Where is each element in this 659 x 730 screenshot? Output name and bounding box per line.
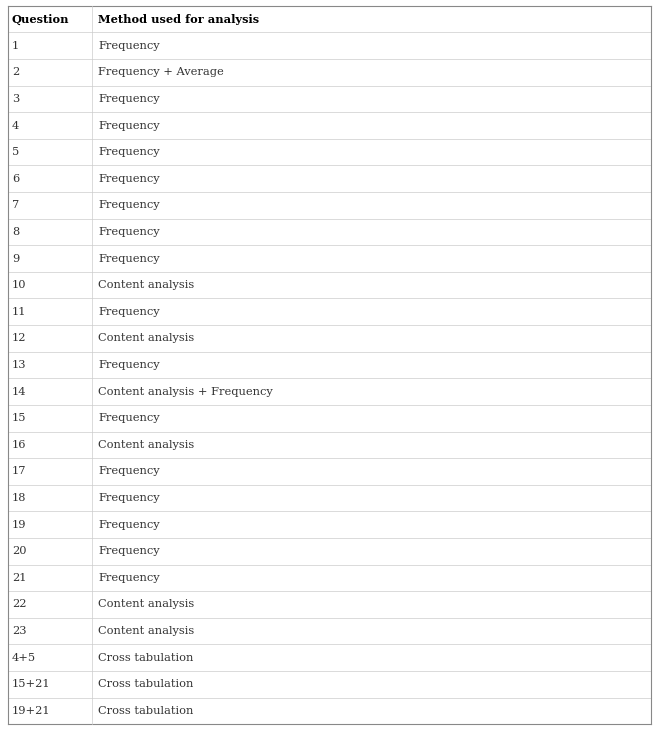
Text: Frequency: Frequency: [98, 200, 159, 210]
Text: Frequency: Frequency: [98, 520, 159, 530]
Text: Method used for analysis: Method used for analysis: [98, 14, 259, 25]
Text: 2: 2: [12, 67, 19, 77]
Text: 3: 3: [12, 94, 19, 104]
Text: 18: 18: [12, 493, 26, 503]
Text: 9: 9: [12, 253, 19, 264]
Text: Frequency: Frequency: [98, 466, 159, 477]
Text: Frequency: Frequency: [98, 227, 159, 237]
Text: 20: 20: [12, 546, 26, 556]
Text: Frequency: Frequency: [98, 307, 159, 317]
Text: 4+5: 4+5: [12, 653, 36, 663]
Text: 12: 12: [12, 334, 26, 343]
Text: Question: Question: [12, 14, 69, 25]
Text: Frequency: Frequency: [98, 41, 159, 51]
Text: Content analysis: Content analysis: [98, 439, 194, 450]
Text: Cross tabulation: Cross tabulation: [98, 653, 194, 663]
Text: Frequency + Average: Frequency + Average: [98, 67, 224, 77]
Text: 13: 13: [12, 360, 26, 370]
Text: Content analysis: Content analysis: [98, 599, 194, 610]
Text: Frequency: Frequency: [98, 120, 159, 131]
Text: 19+21: 19+21: [12, 706, 51, 716]
Text: 22: 22: [12, 599, 26, 610]
Text: 15: 15: [12, 413, 26, 423]
Text: Frequency: Frequency: [98, 493, 159, 503]
Text: 17: 17: [12, 466, 26, 477]
Text: 15+21: 15+21: [12, 679, 51, 689]
Text: 1: 1: [12, 41, 19, 51]
Text: Frequency: Frequency: [98, 413, 159, 423]
Text: 16: 16: [12, 439, 26, 450]
Text: 8: 8: [12, 227, 19, 237]
Text: Frequency: Frequency: [98, 94, 159, 104]
Text: Content analysis: Content analysis: [98, 334, 194, 343]
Text: Frequency: Frequency: [98, 174, 159, 184]
Text: 7: 7: [12, 200, 19, 210]
Text: Cross tabulation: Cross tabulation: [98, 679, 194, 689]
Text: 10: 10: [12, 280, 26, 291]
Text: 14: 14: [12, 387, 26, 396]
Text: Frequency: Frequency: [98, 360, 159, 370]
Text: 4: 4: [12, 120, 19, 131]
Text: Frequency: Frequency: [98, 573, 159, 583]
Text: 11: 11: [12, 307, 26, 317]
Text: Content analysis: Content analysis: [98, 626, 194, 636]
Text: Content analysis + Frequency: Content analysis + Frequency: [98, 387, 273, 396]
Text: Content analysis: Content analysis: [98, 280, 194, 291]
Text: 21: 21: [12, 573, 26, 583]
Text: Cross tabulation: Cross tabulation: [98, 706, 194, 716]
Text: Frequency: Frequency: [98, 147, 159, 157]
Text: Frequency: Frequency: [98, 546, 159, 556]
Text: Frequency: Frequency: [98, 253, 159, 264]
Text: 6: 6: [12, 174, 19, 184]
Text: 19: 19: [12, 520, 26, 530]
Text: 5: 5: [12, 147, 19, 157]
Text: 23: 23: [12, 626, 26, 636]
